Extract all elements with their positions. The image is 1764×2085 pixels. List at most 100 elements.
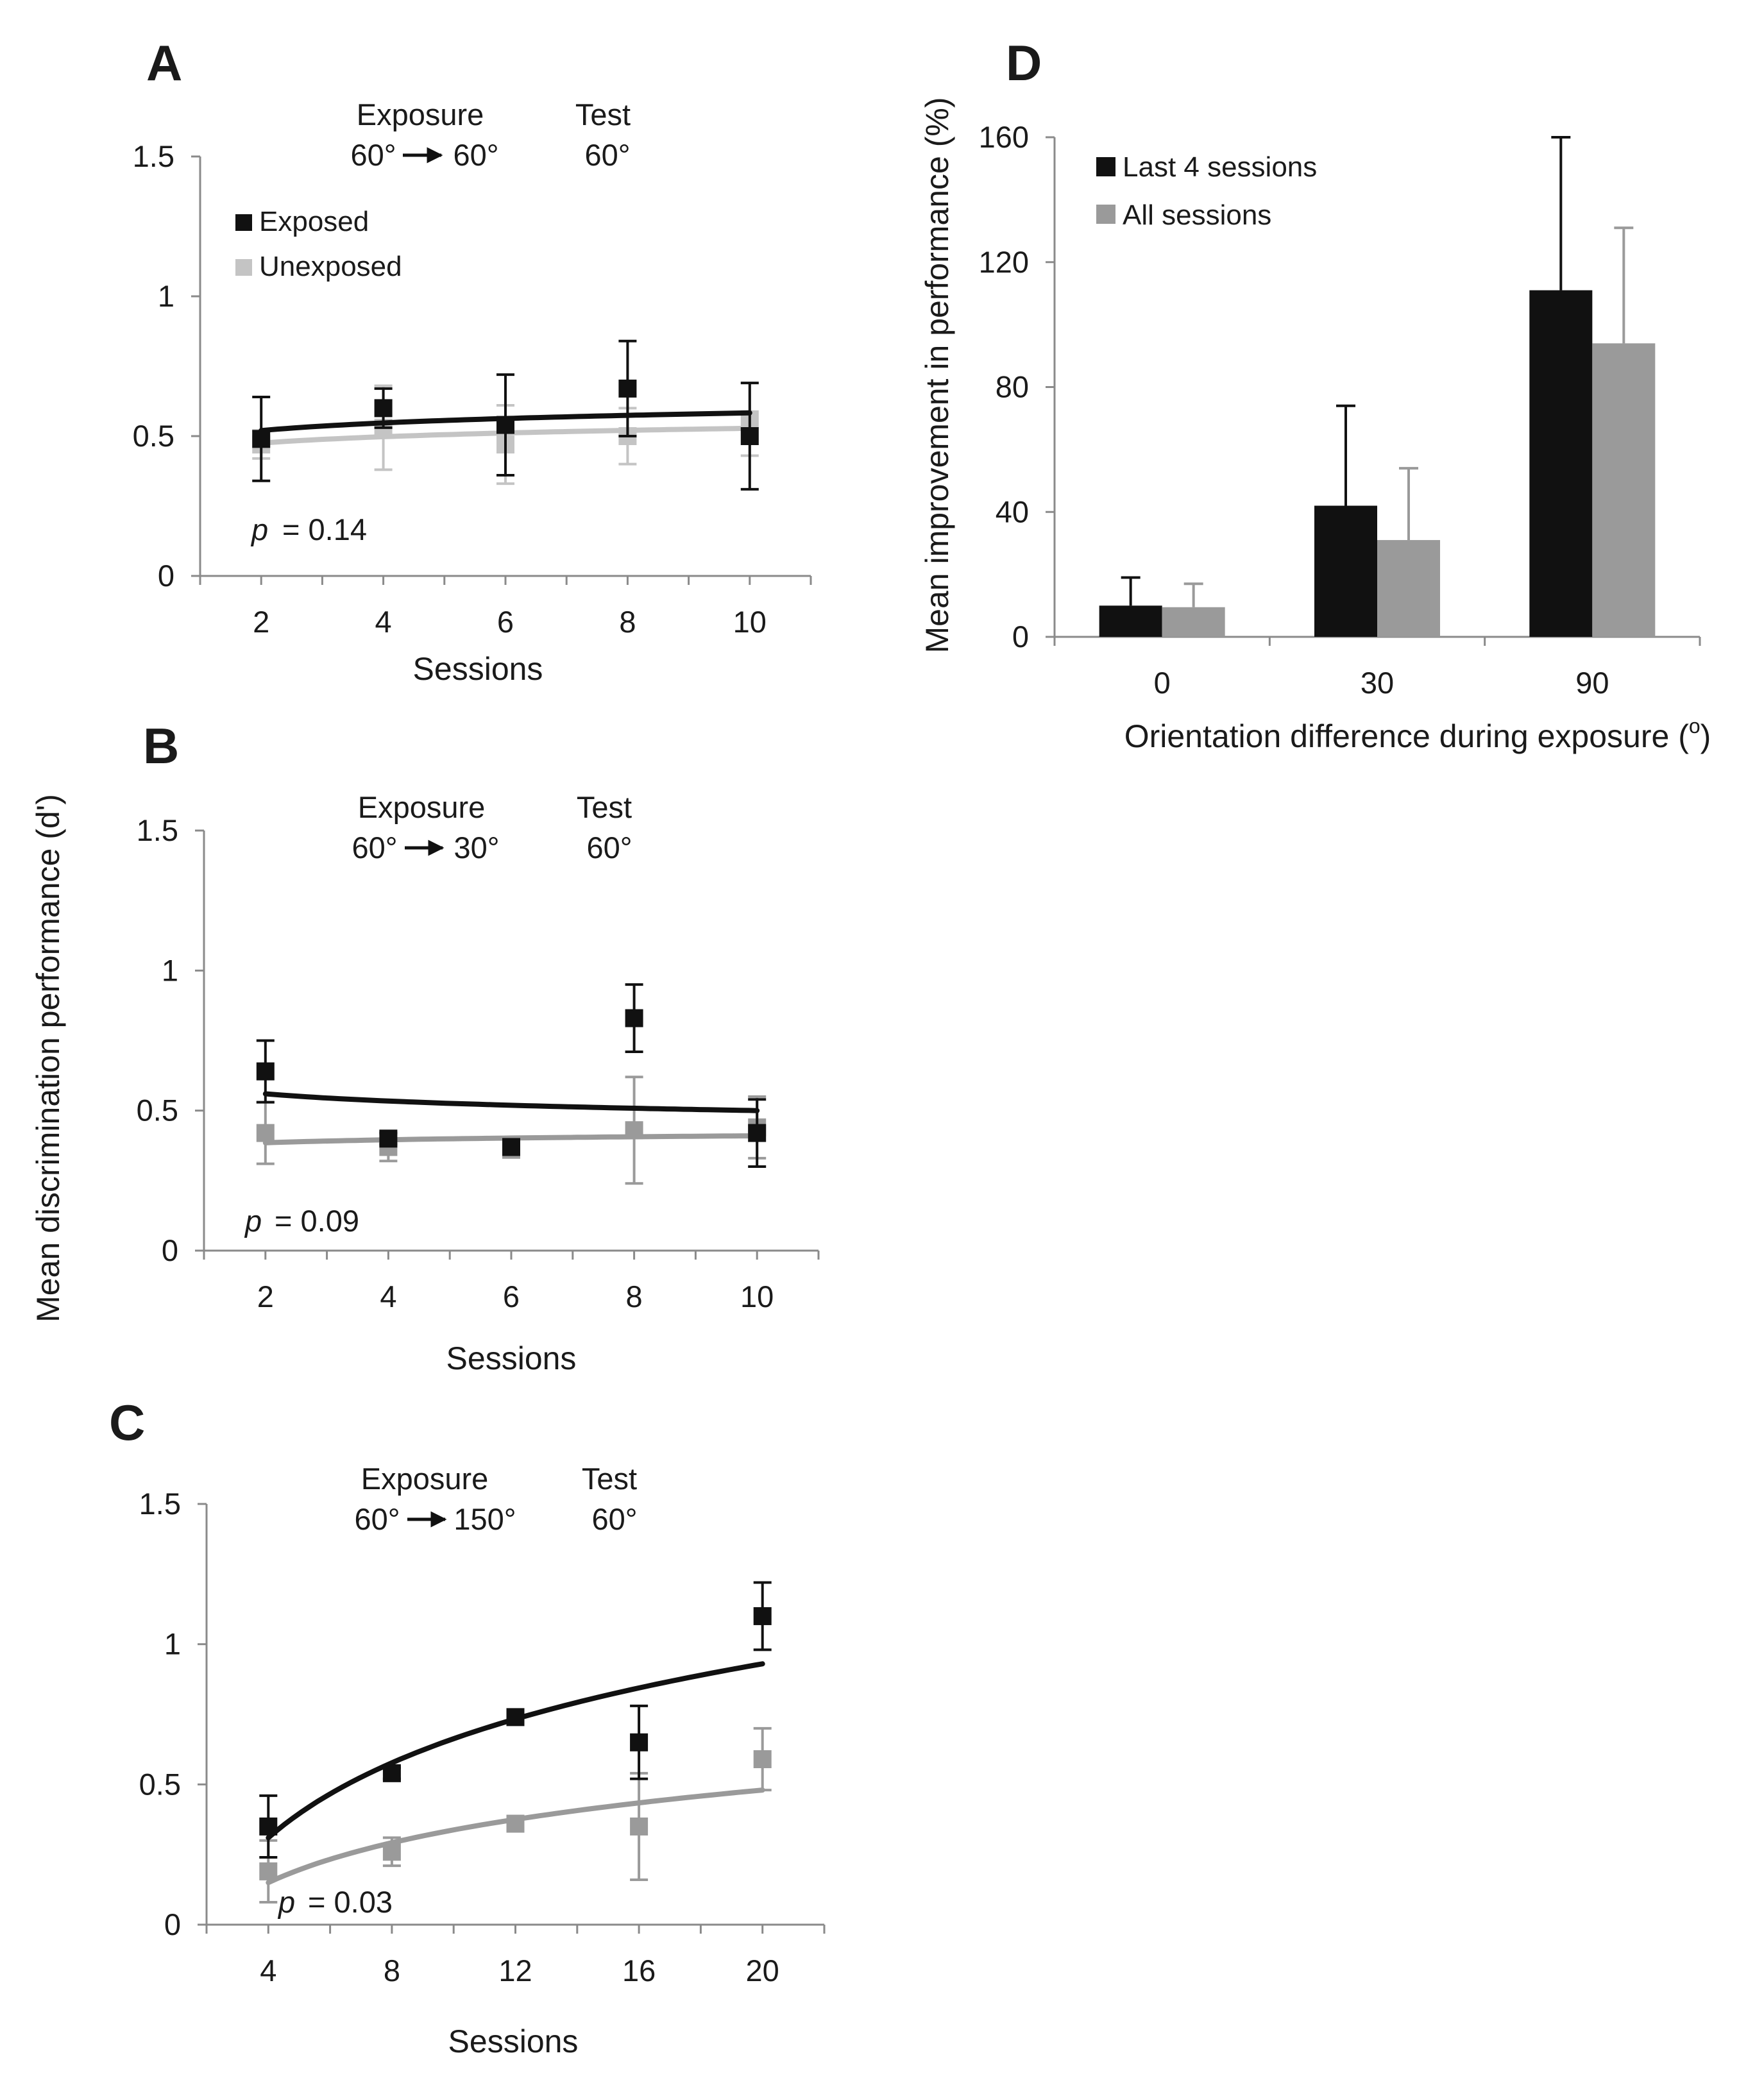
exposed-point [252, 430, 271, 448]
exposed-point [630, 1733, 649, 1752]
x-tick-label: 16 [622, 1954, 656, 1988]
unexposed-point [630, 1817, 649, 1836]
panel-c-x-axis-label: Sessions [448, 2023, 579, 2059]
panel-a-exposure-from: 60° [350, 138, 396, 172]
x-tick-label: 4 [260, 1954, 276, 1988]
legend-unexposed-label: Unexposed [259, 251, 402, 282]
panel-b-test-title: Test [577, 790, 632, 824]
panel-c-p-italic: p [277, 1885, 295, 1919]
exposed-point [506, 1708, 525, 1726]
exposed-point [496, 416, 514, 434]
unexposed-fit-line [262, 1133, 760, 1145]
panel-c-exposure-title: Exposure [361, 1462, 489, 1496]
x-tick-label: 10 [740, 1279, 774, 1313]
panel-a: A Exposure 60° 60° Test 60° Exposed Unex… [133, 35, 812, 687]
panel-a-plot: 0 0.5 1 1.5 2 4 6 8 10 [133, 139, 812, 639]
y-tick-label: 160 [979, 120, 1029, 154]
panel-a-test-title: Test [575, 97, 631, 131]
exposed-point [748, 1124, 767, 1142]
exposed-point [502, 1138, 520, 1156]
x-tick-label: 2 [253, 605, 269, 639]
y-tick-label: 120 [979, 245, 1029, 279]
panel-label-b: B [143, 718, 179, 774]
exposed-point [382, 1764, 401, 1782]
y-tick-label: 1 [158, 279, 174, 313]
shared-y-axis-label: Mean discrimination performance (d') [30, 794, 66, 1322]
panel-a-p-italic: p [250, 512, 268, 546]
y-tick-label: 0.5 [133, 419, 174, 453]
panel-b-exposure-title: Exposure [358, 790, 486, 824]
x-tick-label: 4 [375, 605, 392, 639]
x-tick-label: 10 [733, 605, 767, 639]
panel-b-p-number: = 0.09 [275, 1204, 359, 1238]
panel-c-test-title: Test [582, 1462, 637, 1496]
x-tick-label: 30 [1361, 666, 1394, 700]
y-tick-label: 40 [996, 494, 1029, 528]
panel-d-x-axis-label-tail: ) [1700, 718, 1711, 754]
panel-a-exposure-title: Exposure [357, 97, 484, 131]
x-tick-label: 2 [257, 1279, 274, 1313]
panel-b-x-axis-label: Sessions [446, 1340, 577, 1376]
x-tick-label: 12 [498, 1954, 532, 1988]
last4-bar [1099, 605, 1162, 637]
x-tick-label: 90 [1575, 666, 1609, 700]
y-tick-label: 0 [158, 559, 174, 593]
y-tick-label: 0 [1012, 620, 1029, 654]
panel-b-exposure-from: 60° [352, 831, 397, 865]
y-tick-label: 1 [164, 1627, 181, 1661]
panel-a-x-axis-label: Sessions [413, 651, 543, 687]
exposed-fit-line [266, 1661, 765, 1841]
unexposed-point [259, 1862, 278, 1880]
panel-a-p-number: = 0.14 [282, 512, 367, 546]
x-tick-label: 6 [503, 1279, 520, 1313]
x-tick-label: 8 [619, 605, 636, 639]
unexposed-point [256, 1124, 275, 1142]
x-tick-label: 6 [497, 605, 514, 639]
exposed-fit-line [262, 1091, 760, 1113]
panel-b: B Exposure 60° 30° Test 60° p = 0.09 0 0.… [137, 718, 820, 1376]
x-tick-label: 4 [380, 1279, 396, 1313]
panel-label-c: C [109, 1394, 145, 1451]
exposed-point [618, 379, 637, 398]
y-tick-label: 0.5 [137, 1093, 178, 1127]
panel-d: D Mean improvement in performance (%) La… [919, 35, 1711, 754]
panel-c-test-value: 60° [591, 1502, 637, 1536]
exposed-point [625, 1009, 643, 1027]
panel-label-a: A [146, 35, 182, 91]
x-tick-label: 20 [746, 1954, 779, 1988]
y-tick-label: 0 [164, 1907, 181, 1941]
panel-a-exposure-to: 60° [453, 138, 498, 172]
legend-unexposed-swatch [235, 259, 252, 276]
panel-d-x-axis-label: Orientation difference during exposure (… [1124, 714, 1711, 754]
panel-a-test-value: 60° [584, 138, 630, 172]
panel-a-p-value: p = 0.14 [250, 512, 367, 546]
exposed-point [374, 399, 393, 418]
exposed-point [740, 427, 759, 445]
unexposed-point [625, 1121, 643, 1140]
unexposed-point [382, 1843, 401, 1861]
exposed-point [379, 1129, 398, 1148]
y-tick-label: 80 [996, 370, 1029, 404]
x-tick-label: 8 [626, 1279, 643, 1313]
panel-c-exposure-to: 150° [454, 1502, 516, 1536]
legend-last4-swatch [1096, 157, 1115, 176]
panel-b-exposure-to: 30° [454, 831, 499, 865]
panel-d-y-axis-label: Mean improvement in performance (%) [919, 97, 955, 654]
panel-label-d: D [1006, 35, 1042, 91]
exposed-point [256, 1062, 275, 1081]
x-tick-label: 0 [1154, 666, 1171, 700]
exposed-point [753, 1607, 772, 1625]
y-tick-label: 0.5 [139, 1767, 181, 1801]
panel-a-legend: Exposed Unexposed [235, 206, 402, 282]
unexposed-fit-line [266, 1787, 765, 1886]
x-tick-label: 8 [384, 1954, 400, 1988]
unexposed-point [506, 1814, 525, 1833]
panel-c-exposure-from: 60° [354, 1502, 400, 1536]
panel-c-p-number: = 0.03 [308, 1885, 393, 1919]
panel-c: C Exposure 60° 150° Test 60° p = 0.03 0 0… [109, 1394, 826, 2059]
legend-last4-label: Last 4 sessions [1123, 151, 1317, 183]
panel-b-plot: 0 0.5 1 1.5 2 4 6 8 10 [137, 813, 820, 1313]
y-tick-label: 1.5 [133, 139, 174, 173]
last4-bar [1529, 290, 1593, 637]
